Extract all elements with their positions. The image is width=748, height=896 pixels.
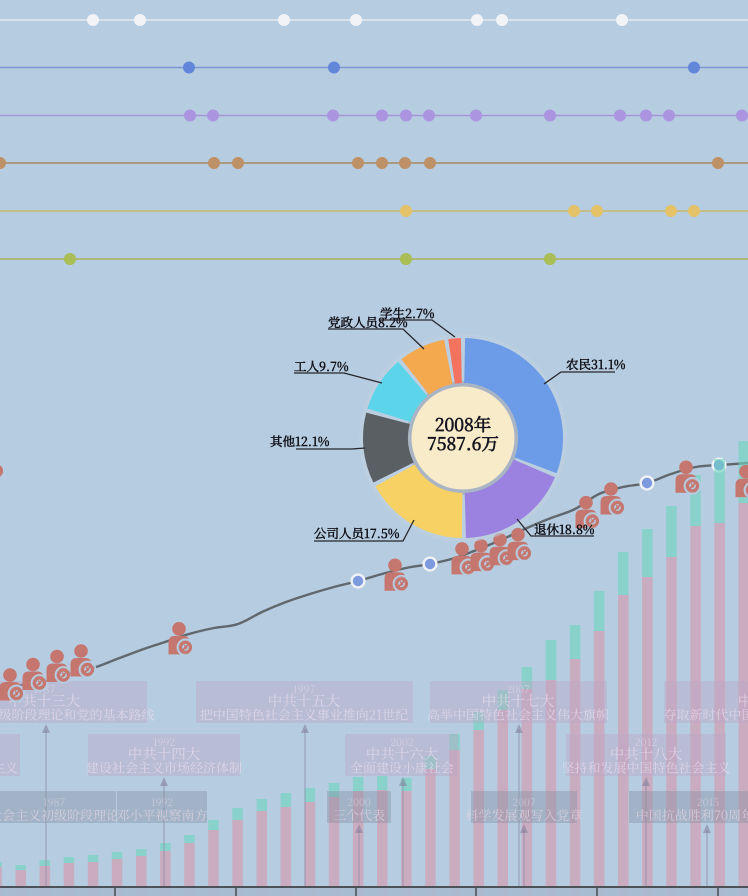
svg-text:坚持和发展中国特色社会主义: 坚持和发展中国特色社会主义 <box>561 758 730 777</box>
svg-text:2008年: 2008年 <box>435 412 492 437</box>
svg-text:1992: 1992 <box>151 795 174 810</box>
svg-text:1987: 1987 <box>43 795 66 810</box>
svg-text:建设社会主义市场经济体制: 建设社会主义市场经济体制 <box>86 758 242 777</box>
svg-text:中共十七大: 中共十七大 <box>482 690 555 711</box>
svg-text:中共十八大: 中共十八大 <box>610 743 683 764</box>
svg-text:建设有中国特色的社会主义: 建设有中国特色的社会主义 <box>0 758 18 777</box>
svg-text:2007: 2007 <box>506 682 530 697</box>
svg-text:2002: 2002 <box>390 735 414 750</box>
svg-text:2000: 2000 <box>347 795 371 810</box>
svg-text:把中国特色社会主义事业推向21世纪: 把中国特色社会主义事业推向21世纪 <box>200 705 408 724</box>
svg-text:邓小平视察南方: 邓小平视察南方 <box>116 805 207 824</box>
svg-text:党政人员8.2%: 党政人员8.2% <box>328 313 408 331</box>
svg-text:高举中国特色社会主义伟大旗帜: 高举中国特色社会主义伟大旗帜 <box>427 705 610 724</box>
svg-text:全面建设小康社会: 全面建设小康社会 <box>350 758 454 777</box>
svg-text:公司人员17.5%: 公司人员17.5% <box>314 524 400 542</box>
svg-text:社会主义初级阶段理论: 社会主义初级阶段理论 <box>0 805 119 824</box>
svg-text:1992: 1992 <box>153 735 176 750</box>
svg-text:2012: 2012 <box>635 735 658 750</box>
svg-text:中共十六大: 中共十六大 <box>366 743 439 764</box>
svg-text:退休18.8%: 退休18.8% <box>534 520 595 538</box>
svg-text:学生2.7%: 学生2.7% <box>380 304 435 322</box>
svg-text:三个代表: 三个代表 <box>333 805 385 824</box>
svg-text:农民31.1%: 农民31.1% <box>566 355 626 373</box>
svg-text:工人9.7%: 工人9.7% <box>294 357 349 375</box>
svg-text:1997: 1997 <box>293 682 316 697</box>
svg-text:中共十三大: 中共十三大 <box>8 690 81 711</box>
svg-text:其他12.1%: 其他12.1% <box>270 432 330 450</box>
svg-text:科学发展观写入党章: 科学发展观写入党章 <box>465 805 582 824</box>
svg-text:中国抗战胜利70周年纪念: 中国抗战胜利70周年纪念 <box>636 805 748 824</box>
svg-text:中共十九大: 中共十九大 <box>738 690 748 711</box>
svg-text:2015: 2015 <box>697 795 720 810</box>
svg-text:中共十四大: 中共十四大 <box>128 743 201 764</box>
svg-text:夺取新时代中国特色社会主义伟大胜利: 夺取新时代中国特色社会主义伟大胜利 <box>663 705 748 724</box>
svg-text:2007: 2007 <box>512 795 536 810</box>
svg-text:7587.6万: 7587.6万 <box>427 431 499 456</box>
svg-text:中共十五大: 中共十五大 <box>268 690 341 711</box>
svg-text:社会主义初级阶段理论和党的基本路线: 社会主义初级阶段理论和党的基本路线 <box>0 705 155 724</box>
